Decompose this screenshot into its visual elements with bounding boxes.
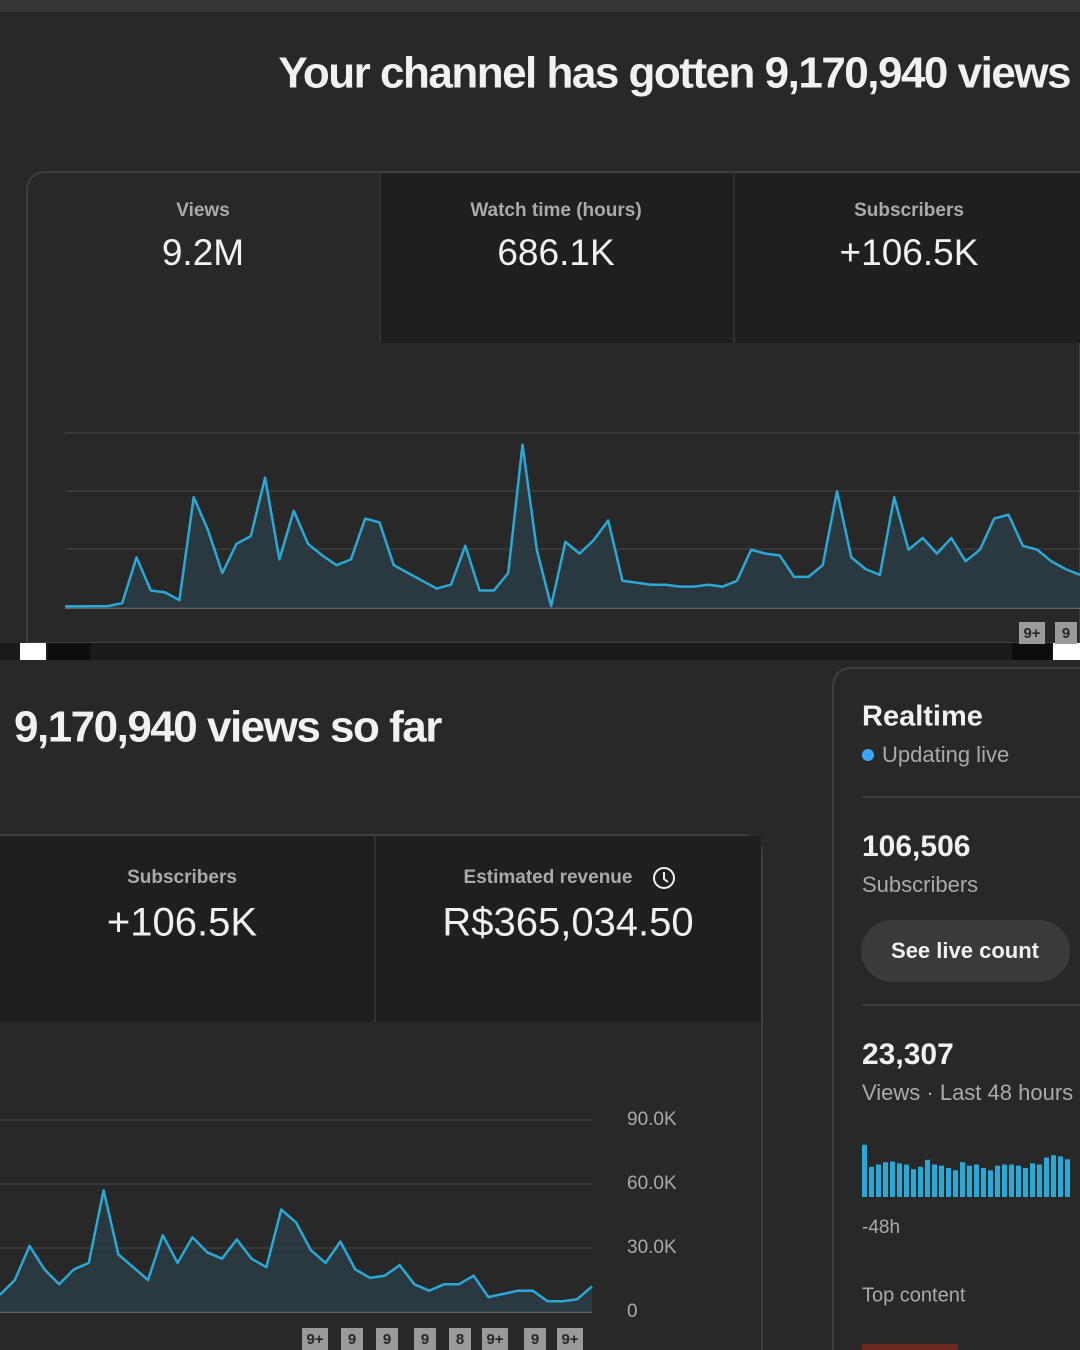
annotation-marker-label: 9+ (1023, 625, 1040, 642)
annotation-marker[interactable] (482, 1328, 508, 1350)
realtime-title: Realtime (862, 701, 983, 733)
annotation-marker-label: 9+ (486, 1331, 503, 1348)
scrollbar (0, 643, 1080, 660)
annotation-marker-label: 8 (456, 1331, 464, 1348)
bar (918, 1166, 923, 1197)
bar (1009, 1164, 1014, 1197)
annotation-marker[interactable] (449, 1328, 471, 1350)
y-tick-label: 0 (627, 1301, 638, 1322)
annotation-marker[interactable] (341, 1328, 363, 1350)
bar (981, 1168, 986, 1197)
tab-label: Views (176, 200, 230, 221)
tab[interactable] (376, 836, 761, 1022)
annotation-marker[interactable] (1055, 622, 1077, 644)
line (0, 1189, 593, 1303)
annotation-marker-label: 9+ (561, 1331, 578, 1348)
annotation-marker-label: 9 (348, 1331, 356, 1348)
bar (1002, 1164, 1007, 1197)
realtime-card (832, 667, 1080, 1350)
bar (883, 1162, 888, 1197)
live-status: Updating live (882, 742, 1009, 767)
annotation-marker-label: 9+ (306, 1331, 323, 1348)
bar (939, 1165, 944, 1197)
annotation-marker-label: 9 (421, 1331, 429, 1348)
bar (897, 1163, 902, 1197)
tab-value: +106.5K (840, 232, 979, 273)
thumbnail[interactable] (862, 1344, 958, 1350)
bar (967, 1165, 972, 1197)
bar (876, 1164, 881, 1197)
tab-label: Watch time (hours) (470, 200, 641, 221)
subscriber-label: Subscribers (862, 872, 978, 897)
tab[interactable] (0, 836, 374, 1022)
bar (862, 1144, 867, 1197)
section-label: Top content (862, 1284, 966, 1306)
bar (1030, 1163, 1035, 1197)
bar (988, 1170, 993, 1197)
tab-value: +106.5K (107, 901, 257, 945)
button-label: See live count (891, 938, 1040, 963)
bar (1065, 1159, 1070, 1197)
bar (960, 1162, 965, 1197)
y-tick-label: 90.0K (627, 1109, 677, 1130)
annotation-marker[interactable] (524, 1328, 546, 1350)
annotation-marker[interactable] (376, 1328, 398, 1350)
bar (953, 1170, 958, 1197)
annotation-marker[interactable] (1019, 622, 1045, 644)
bar (1023, 1168, 1028, 1197)
clock-face (653, 867, 675, 889)
annotation-marker[interactable] (302, 1328, 328, 1350)
live-count-button[interactable] (861, 920, 1070, 982)
live-dot (862, 749, 874, 761)
line-area (0, 1190, 592, 1312)
bar (974, 1164, 979, 1197)
bar (1058, 1156, 1063, 1197)
tab-label: Subscribers (127, 867, 237, 888)
views-count: 23,307 (862, 1038, 954, 1071)
clock-icon[interactable] (653, 867, 675, 889)
tab[interactable] (735, 173, 1080, 343)
bar (890, 1161, 895, 1197)
scroll-handle[interactable] (20, 643, 46, 660)
page-title: 9,170,940 views so far (14, 703, 442, 752)
annotation-marker[interactable] (557, 1328, 583, 1350)
tab[interactable] (381, 173, 733, 343)
tab-value: 686.1K (497, 232, 615, 273)
bar (1044, 1157, 1049, 1197)
scroll-handle[interactable] (1053, 643, 1080, 660)
bar (1037, 1164, 1042, 1197)
bar (932, 1164, 937, 1197)
y-tick-label: 30.0K (627, 1237, 677, 1258)
page-title: Your channel has gotten 9,170,940 views (278, 49, 1070, 98)
clock-hands (663, 872, 669, 883)
annotation-marker-label: 9 (383, 1331, 391, 1348)
bar (911, 1169, 916, 1197)
bar (869, 1166, 874, 1197)
bar (925, 1159, 930, 1197)
annotation-marker-label: 9 (531, 1331, 539, 1348)
annotation-marker[interactable] (414, 1328, 436, 1350)
line (65, 443, 1080, 608)
x-label: -48h (862, 1217, 900, 1238)
bar (904, 1164, 909, 1197)
views-label: Views · Last 48 hours (862, 1080, 1073, 1105)
bar (1051, 1155, 1056, 1197)
scroll-track (1012, 643, 1052, 660)
tab-label: Estimated revenue (464, 867, 633, 888)
tab-label: Subscribers (854, 200, 964, 221)
subscriber-count: 106,506 (862, 830, 970, 863)
annotation-marker-label: 9 (1062, 625, 1070, 642)
tab-value: 9.2M (162, 232, 244, 273)
tab-value: R$365,034.50 (442, 901, 693, 945)
bar (1016, 1165, 1021, 1197)
y-tick-label: 60.0K (627, 1173, 677, 1194)
top-strip (0, 0, 1080, 12)
bar (995, 1165, 1000, 1197)
bar (946, 1168, 951, 1197)
scroll-track (48, 643, 90, 660)
line-area (65, 444, 1080, 608)
